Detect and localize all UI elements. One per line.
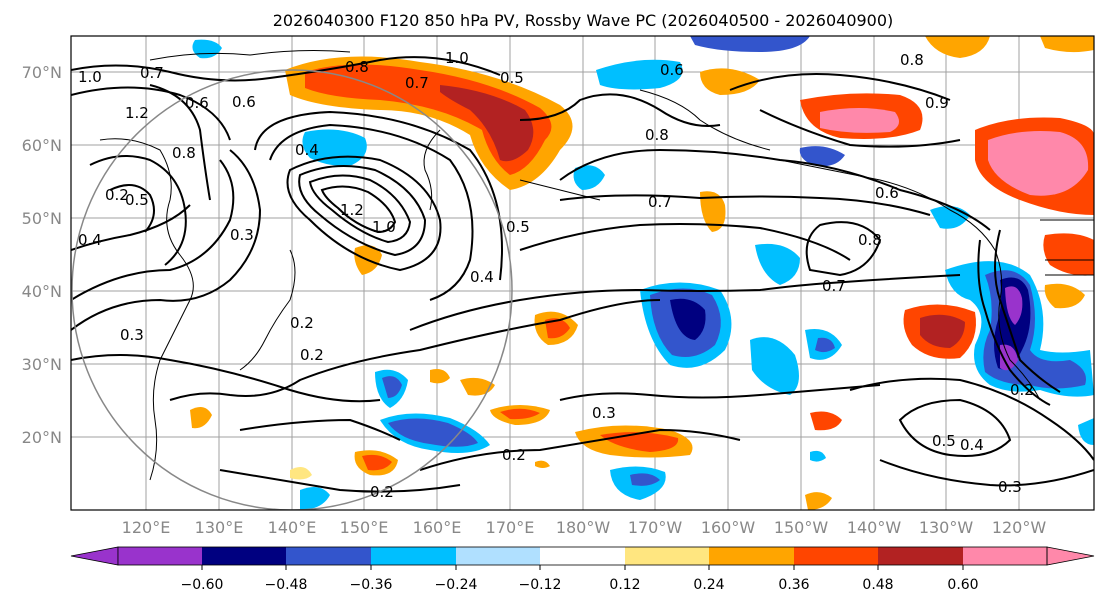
lon-tick-label: 120°E xyxy=(122,518,171,537)
lon-tick-label: 150°W xyxy=(774,518,829,537)
contour-label: 0.2 xyxy=(105,186,129,204)
contour-label: 0.2 xyxy=(370,483,394,501)
lon-tick-label: 120°W xyxy=(992,518,1047,537)
contour-label: 0.4 xyxy=(470,268,494,286)
lat-tick-label: 20°N xyxy=(22,428,62,447)
lat-tick-label: 30°N xyxy=(22,355,62,374)
contour-label: 0.6 xyxy=(185,94,209,112)
colorbar-segment xyxy=(286,547,371,565)
map-area: 1.0 0.7 1.2 0.6 0.8 0.5 0.4 0.3 0.2 1.0 … xyxy=(71,36,1094,510)
lat-tick-label: 60°N xyxy=(22,136,62,155)
colorbar-label: 0.36 xyxy=(778,577,809,593)
lat-tick-label: 70°N xyxy=(22,63,62,82)
colorbar-label: 0.48 xyxy=(862,577,893,593)
contour-label: 0.8 xyxy=(345,58,369,76)
colorbar-segment xyxy=(540,547,625,565)
lon-tick-label: 160°W xyxy=(701,518,756,537)
great-circle xyxy=(71,69,513,510)
contour-label: 1.2 xyxy=(340,201,364,219)
lon-tick-label: 140°W xyxy=(847,518,902,537)
contour-label: 0.5 xyxy=(506,218,530,236)
contour-labels: 1.0 0.7 1.2 0.6 0.8 0.5 0.4 0.3 0.2 1.0 … xyxy=(78,49,1034,501)
contour-label: 0.3 xyxy=(230,226,254,244)
colorbar-label: 0.24 xyxy=(693,577,724,593)
contour-label: 1.0 xyxy=(372,218,396,236)
lat-tick-label: 40°N xyxy=(22,282,62,301)
lon-tick-label: 170°W xyxy=(628,518,683,537)
contour-label: 0.8 xyxy=(900,51,924,69)
contour-label: 1.2 xyxy=(125,104,149,122)
contour-label: 0.7 xyxy=(140,64,164,82)
lat-tick-label: 50°N xyxy=(22,209,62,228)
contour-label: 0.2 xyxy=(300,346,324,364)
coastlines xyxy=(99,50,1094,481)
colorbar-label: −0.60 xyxy=(181,577,224,593)
contour-label: 0.5 xyxy=(500,69,524,87)
pv-contours xyxy=(71,56,1094,493)
colorbar-segment xyxy=(625,547,709,565)
lon-tick-label: 150°E xyxy=(340,518,389,537)
contour-label: 0.8 xyxy=(645,126,669,144)
lon-ticks: 120°E 130°E 140°E 150°E 160°E 170°E 180°… xyxy=(122,518,1047,537)
colorbar-segment xyxy=(794,547,878,565)
colorbar-ticks xyxy=(201,565,964,570)
colorbar-label: 0.60 xyxy=(947,577,978,593)
colorbar-label: 0.12 xyxy=(609,577,640,593)
lat-ticks: 70°N 60°N 50°N 40°N 30°N 20°N xyxy=(22,63,62,447)
lon-tick-label: 180°W xyxy=(556,518,611,537)
contour-label: 0.8 xyxy=(858,231,882,249)
colorbar: −0.60 −0.48 −0.36 −0.24 −0.12 0.12 0.24 … xyxy=(70,546,1095,593)
contour-label: 0.7 xyxy=(822,277,846,295)
contour-label: 0.4 xyxy=(295,141,319,159)
contour-label: 0.2 xyxy=(290,314,314,332)
contour-label: 0.4 xyxy=(78,231,102,249)
colorbar-extend-low xyxy=(70,546,119,566)
colorbar-segment xyxy=(963,547,1047,565)
contour-label: 0.8 xyxy=(172,144,196,162)
contour-label: 0.6 xyxy=(875,184,899,202)
colorbar-label: −0.48 xyxy=(265,577,308,593)
contour-label: 1.0 xyxy=(445,49,469,67)
colorbar-segment xyxy=(371,547,456,565)
colorbar-label: −0.36 xyxy=(350,577,393,593)
lon-tick-label: 160°E xyxy=(413,518,462,537)
contour-label: 0.2 xyxy=(502,446,526,464)
contour-label: 0.9 xyxy=(925,94,949,112)
contour-label: 0.4 xyxy=(960,436,984,454)
map-frame xyxy=(70,35,1095,511)
contour-label: 0.3 xyxy=(998,478,1022,496)
contour-label: 0.3 xyxy=(592,404,616,422)
contour-label: 0.7 xyxy=(648,193,672,211)
colorbar-segment xyxy=(878,547,963,565)
contour-label: 0.7 xyxy=(405,74,429,92)
colorbar-label: −0.24 xyxy=(435,577,478,593)
contour-label: 0.6 xyxy=(660,61,684,79)
contour-label: 0.6 xyxy=(232,93,256,111)
colorbar-label: −0.12 xyxy=(519,577,562,593)
colorbar-segment xyxy=(118,547,202,565)
lon-tick-label: 130°W xyxy=(919,518,974,537)
colorbar-segment xyxy=(709,547,794,565)
contour-label: 0.5 xyxy=(932,432,956,450)
colorbar-extend-high xyxy=(1046,546,1095,566)
colorbar-segment xyxy=(456,547,540,565)
lon-tick-label: 170°E xyxy=(486,518,535,537)
contour-label: 0.3 xyxy=(120,326,144,344)
contour-label: 0.2 xyxy=(1010,381,1034,399)
contour-label: 0.5 xyxy=(125,191,149,209)
lon-tick-label: 140°E xyxy=(268,518,317,537)
lon-tick-label: 130°E xyxy=(195,518,244,537)
contour-label: 1.0 xyxy=(78,68,102,86)
chart-title: 2026040300 F120 850 hPa PV, Rossby Wave … xyxy=(273,11,894,30)
colorbar-segment xyxy=(202,547,286,565)
colorbar-frame xyxy=(117,546,1048,566)
